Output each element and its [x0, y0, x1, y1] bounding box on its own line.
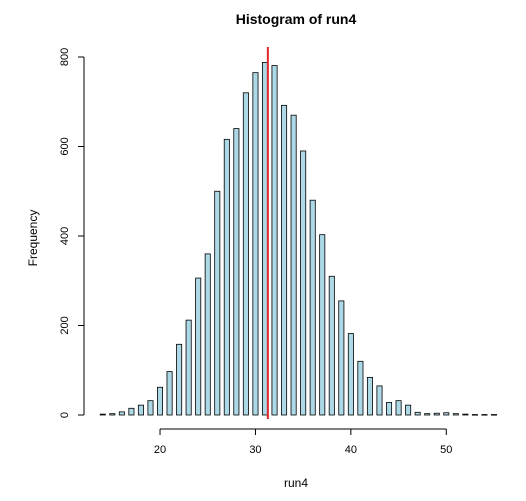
histogram-bar [281, 105, 286, 415]
histogram-bar [301, 151, 306, 415]
histogram-bar [205, 254, 210, 415]
histogram-bar [262, 62, 267, 415]
y-tick-label: 400 [59, 227, 71, 245]
histogram-bar [339, 301, 344, 415]
histogram-bar [253, 73, 258, 415]
x-tick-label: 20 [154, 444, 166, 456]
y-tick-label: 200 [59, 316, 71, 334]
histogram-bar [157, 387, 162, 415]
histogram-bar [453, 414, 458, 415]
x-axis: 20 30 40 50 [154, 429, 453, 456]
y-axis-label: Frequency [26, 210, 40, 267]
chart-title: Histogram of run4 [236, 11, 357, 27]
histogram-bar [377, 386, 382, 415]
y-tick-label: 800 [59, 48, 71, 66]
histogram-bar [415, 412, 420, 415]
x-tick-label: 30 [249, 444, 261, 456]
histogram-bar [310, 200, 315, 415]
x-tick-label: 40 [345, 444, 357, 456]
histogram-bar [425, 414, 430, 415]
histogram-bar [177, 344, 182, 415]
histogram-bar [406, 405, 411, 415]
histogram-bar [386, 402, 391, 415]
histogram-bar [367, 377, 372, 415]
histogram-bar [167, 372, 172, 415]
histogram-bar [358, 361, 363, 415]
histogram-bar [100, 414, 105, 415]
y-axis: 0 200 400 600 800 [59, 48, 84, 418]
histogram-bar [215, 191, 220, 415]
histogram-bar [138, 405, 143, 415]
histogram-bar [291, 115, 296, 415]
histogram-bar [482, 415, 487, 416]
histogram-bar [491, 415, 496, 416]
bars-layer [100, 62, 496, 415]
histogram-bar [129, 408, 134, 415]
histogram-bar [434, 413, 439, 415]
histogram-bar [186, 320, 191, 415]
histogram-bar [243, 93, 248, 415]
histogram-bar [119, 412, 124, 415]
histogram-bar [110, 414, 115, 415]
x-axis-label: run4 [284, 476, 308, 490]
histogram-bar [234, 129, 239, 415]
y-tick-label: 0 [59, 412, 71, 418]
histogram-bar [224, 139, 229, 415]
histogram-bar [472, 415, 477, 416]
histogram-bar [148, 401, 153, 415]
histogram-bar [444, 413, 449, 415]
histogram-bar [272, 66, 277, 416]
histogram-bar [396, 401, 401, 415]
x-tick-label: 50 [440, 444, 452, 456]
histogram-bar [463, 414, 468, 415]
y-tick-label: 600 [59, 137, 71, 155]
histogram-bar [196, 278, 201, 415]
histogram-bar [348, 334, 353, 415]
histogram-bar [320, 235, 325, 415]
histogram-bar [329, 276, 334, 415]
